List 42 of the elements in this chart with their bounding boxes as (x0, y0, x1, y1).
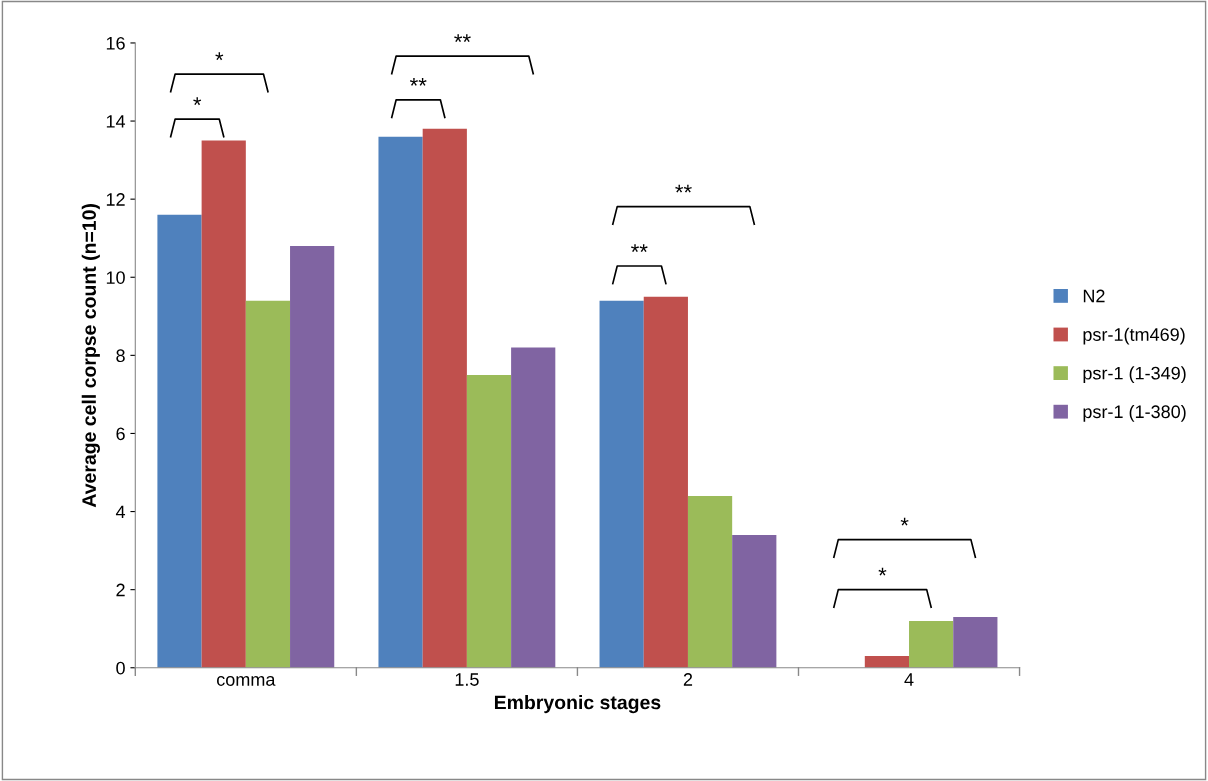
legend-label: N2 (1083, 289, 1105, 303)
annotation: * (193, 97, 202, 106)
annotation: * (215, 52, 224, 61)
bar (511, 347, 556, 668)
bar (687, 495, 733, 668)
x-tick-label: 4 (904, 673, 914, 686)
bar (909, 620, 954, 668)
bar (599, 300, 644, 668)
y-tick-label: 12 (106, 193, 125, 206)
bar (732, 534, 777, 668)
y-tick-label: 2 (116, 583, 125, 597)
bar (245, 300, 291, 668)
y-tick-label: 4 (115, 505, 126, 519)
annotation: ** (675, 184, 692, 193)
y-tick-label: 16 (106, 36, 125, 50)
text: ** (454, 34, 471, 43)
y-tick-label: 6 (116, 427, 125, 441)
bar (643, 296, 688, 668)
annotation: ** (631, 244, 648, 252)
bar (378, 136, 423, 668)
y-axis-title: Average cell corpse count (n=10) (81, 204, 100, 508)
bar (953, 616, 998, 668)
bar (290, 246, 335, 668)
x-tick-label: 2 (683, 673, 693, 686)
y-tick-label: 14 (106, 115, 126, 128)
legend-label: psr-1(tm469) (1083, 327, 1185, 345)
x-tick-label: comma (217, 675, 276, 686)
y-tick-label: 0 (116, 661, 125, 675)
x-axis-title: Embryonic stages (494, 695, 661, 714)
bar (466, 374, 512, 668)
bar (864, 656, 910, 668)
bar (201, 140, 246, 668)
bar (422, 128, 467, 668)
y-tick-label: 10 (106, 271, 125, 284)
annotation: * (900, 517, 909, 526)
annotation: ** (409, 77, 427, 86)
y-tick-label: 8 (116, 349, 125, 363)
x-tick-label: 1.5 (455, 673, 479, 686)
annotation: * (878, 567, 887, 576)
bar (157, 214, 202, 668)
legend-label: psr-1 (1-380) (1083, 404, 1186, 422)
legend-label: psr-1 (1-349) (1083, 366, 1186, 384)
